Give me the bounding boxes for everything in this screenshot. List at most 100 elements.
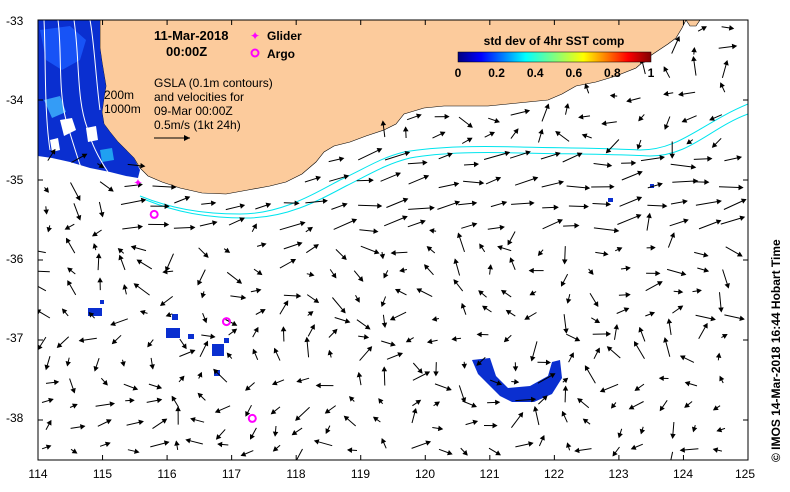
velocity-arrowhead	[524, 108, 531, 115]
velocity-arrowhead	[98, 163, 105, 169]
velocity-arrowhead	[682, 199, 688, 205]
velocity-arrowhead	[149, 364, 155, 370]
velocity-arrowhead	[433, 371, 439, 377]
velocity-arrowhead	[161, 418, 168, 424]
velocity-arrowhead	[190, 224, 196, 231]
velocity-arrowhead	[576, 152, 583, 158]
velocity-arrowhead	[304, 336, 310, 343]
velocity-arrowhead	[296, 377, 302, 384]
velocity-arrowhead	[584, 83, 590, 90]
velocity-arrowhead	[719, 375, 725, 382]
velocity-arrowhead	[338, 156, 345, 162]
velocity-arrowhead	[649, 311, 656, 317]
velocity-arrowhead	[346, 447, 353, 453]
velocity-arrowhead	[240, 294, 247, 301]
velocity-arrowhead	[625, 292, 631, 298]
velocity-arrowhead	[712, 447, 719, 453]
velocity-arrowhead	[310, 324, 315, 330]
velocity-arrowhead	[650, 244, 656, 251]
velocity-arrowhead	[715, 352, 722, 359]
velocity-arrowhead	[224, 247, 231, 253]
velocity-arrowhead	[659, 155, 665, 161]
velocity-arrowhead	[634, 385, 641, 391]
velocity-arrowhead	[616, 247, 623, 253]
info-line-4: 0.5m/s (1kt 24h)	[154, 118, 241, 132]
velocity-arrowhead	[315, 175, 322, 182]
colorbar-title: std dev of 4hr SST comp	[484, 34, 625, 48]
velocity-arrowhead	[137, 182, 143, 188]
velocity-arrowhead	[736, 155, 743, 161]
velocity-arrowhead	[420, 219, 426, 225]
velocity-arrowhead	[686, 139, 693, 145]
velocity-arrowhead	[635, 214, 642, 220]
velocity-arrowhead	[560, 280, 566, 287]
velocity-arrowhead	[513, 128, 519, 135]
velocity-arrow	[384, 151, 410, 161]
velocity-arrowhead	[76, 214, 82, 221]
velocity-arrowhead	[606, 346, 613, 352]
velocity-arrowhead	[739, 315, 745, 322]
velocity-arrowhead	[162, 268, 168, 275]
velocity-arrowhead	[606, 162, 613, 168]
velocity-arrowhead	[613, 227, 620, 234]
velocity-arrowhead	[712, 405, 719, 411]
velocity-arrowhead	[200, 292, 206, 299]
velocity-arrow	[120, 199, 146, 205]
velocity-arrowhead	[736, 251, 743, 257]
velocity-arrowhead	[605, 201, 612, 207]
velocity-arrowhead	[325, 428, 331, 434]
velocity-arrowhead	[678, 91, 684, 97]
velocity-arrowhead	[44, 364, 50, 371]
velocity-arrowhead	[202, 317, 208, 324]
velocity-arrowhead	[646, 212, 652, 219]
velocity-arrowhead	[684, 402, 690, 408]
velocity-arrowhead	[462, 450, 468, 456]
velocity-arrowhead	[613, 324, 619, 330]
velocity-arrowhead	[395, 172, 401, 178]
velocity-arrowhead	[630, 444, 637, 450]
velocity-arrowhead	[332, 328, 338, 335]
velocity-arrowhead	[32, 269, 36, 273]
velocity-arrowhead	[324, 408, 331, 414]
velocity-arrowhead	[503, 336, 510, 343]
velocity-arrowhead	[663, 124, 670, 130]
velocity-arrowhead	[721, 333, 728, 339]
velocity-arrowhead	[402, 197, 409, 203]
velocity-arrowhead	[43, 187, 49, 193]
velocity-arrowhead	[529, 290, 536, 296]
velocity-arrowhead	[731, 43, 738, 50]
x-tick-label: 114	[28, 467, 47, 481]
colorbar: std dev of 4hr SST comp 0 0.2 0.4 0.6 0.…	[455, 34, 655, 80]
velocity-arrowhead	[684, 381, 691, 387]
velocity-arrowhead	[479, 180, 485, 186]
velocity-arrowhead	[702, 322, 708, 329]
velocity-arrowhead	[555, 130, 561, 137]
velocity-arrowhead	[605, 331, 612, 337]
velocity-arrowhead	[558, 180, 565, 186]
velocity-arrowhead	[553, 204, 559, 211]
velocity-arrowhead	[460, 302, 467, 309]
velocity-arrowhead	[663, 337, 669, 343]
velocity-arrowhead	[711, 142, 718, 148]
velocity-arrowhead	[107, 186, 114, 192]
velocity-arrowhead	[434, 401, 440, 407]
velocity-arrowhead	[294, 200, 300, 206]
velocity-arrowhead	[739, 215, 746, 221]
velocity-arrowhead	[478, 290, 484, 296]
velocity-arrowhead	[81, 153, 88, 159]
velocity-arrowhead	[271, 380, 278, 386]
velocity-arrowhead	[555, 151, 561, 157]
credit-text: © IMOS 14-Mar-2018 16:44 Hobart Time	[769, 239, 783, 462]
velocity-arrowhead	[134, 448, 140, 454]
velocity-arrowhead	[95, 253, 102, 259]
velocity-arrowhead	[273, 347, 279, 354]
velocity-arrowhead	[724, 282, 730, 289]
velocity-arrowhead	[197, 392, 204, 399]
velocity-arrowhead	[439, 131, 446, 137]
isobath-lines	[139, 103, 748, 219]
velocity-arrowhead	[623, 307, 630, 313]
velocity-arrowhead	[93, 365, 99, 372]
velocity-arrowhead	[466, 137, 473, 143]
velocity-arrowhead	[341, 254, 347, 261]
velocity-arrowhead	[291, 430, 298, 436]
